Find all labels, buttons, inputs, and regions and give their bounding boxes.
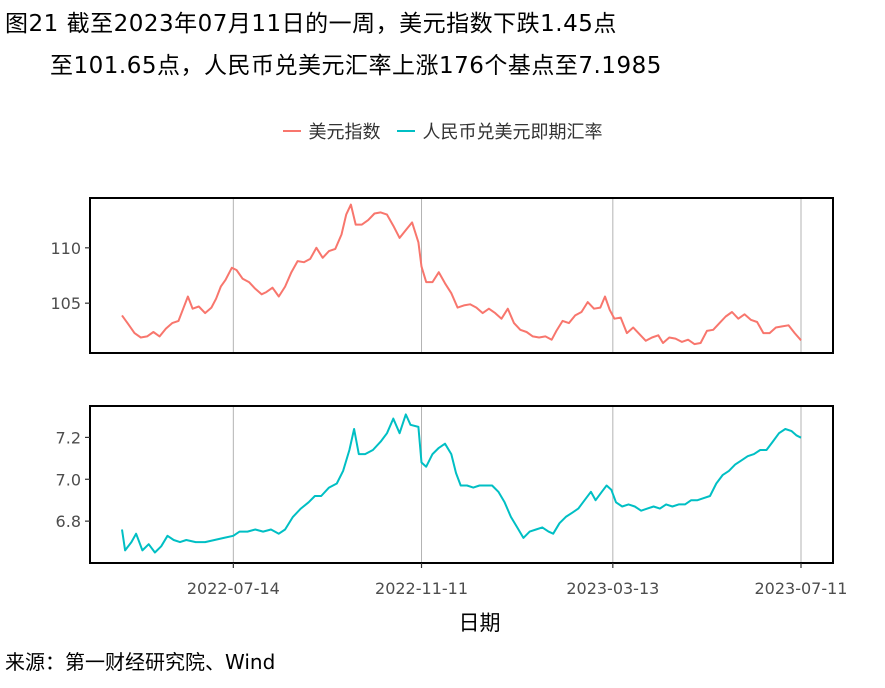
legend-item-usd-index: 美元指数 [282,118,381,144]
y-tick-label-0-0: 105 [50,294,81,313]
chart-title-line-1: 图21 截至2023年07月11日的一周，美元指数下跌1.45点 [5,11,617,37]
legend-item-cny-rate: 人民币兑美元即期汇率 [396,118,603,144]
x-axis-title: 日期 [459,611,501,635]
x-tick-label-1: 2022-11-11 [375,579,468,598]
legend-label-usd-index: 美元指数 [308,122,381,143]
legend-key-cny-rate [396,130,415,132]
legend-key-usd-index [282,130,301,132]
series-line-0 [121,203,802,346]
panel-border-0 [89,197,834,354]
y-tick-label-1-2: 7.2 [56,428,81,447]
x-tick-label-0: 2022-07-14 [187,579,280,598]
legend-label-cny-rate: 人民币兑美元即期汇率 [422,122,603,143]
y-tick-label-1-1: 7.0 [56,470,81,489]
x-tick-label-2: 2023-03-13 [566,579,659,598]
y-tick-label-0-1: 110 [50,239,81,258]
series-line-1 [121,413,802,554]
panel-border-1 [89,405,834,564]
source-note: 来源：第一财经研究院、Wind [5,650,276,674]
legend: 美元指数 人民币兑美元即期汇率 [0,118,885,144]
x-tick-label-3: 2023-07-11 [755,579,848,598]
chart-title-line-2: 至101.65点，人民币兑美元汇率上涨176个基点至7.1985 [50,53,662,79]
y-tick-label-1-0: 6.8 [56,512,81,531]
